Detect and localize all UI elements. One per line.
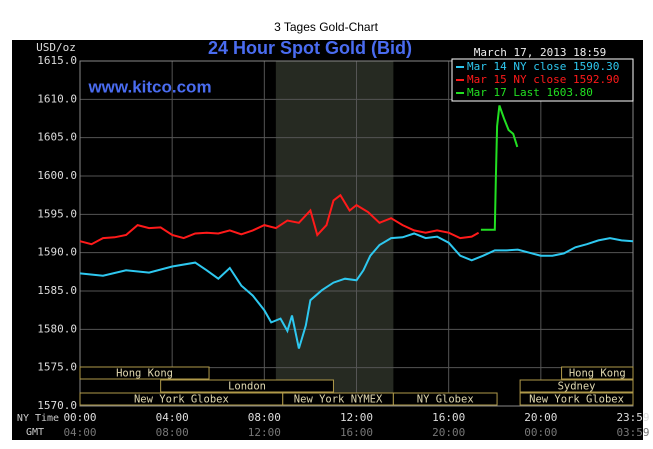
watermark: www.kitco.com (87, 77, 211, 96)
y-tick-label: 1600.0 (37, 169, 77, 182)
legend-box (451, 58, 634, 102)
session-label: NY Globex (417, 394, 474, 406)
x-tick-label: 12:00 (340, 411, 373, 424)
x-tick-label: 16:00 (432, 411, 465, 424)
y-tick-label: 1605.0 (37, 131, 77, 144)
session-bar (561, 366, 634, 380)
x2-tick-label: 00:00 (524, 426, 557, 439)
x-tick-label: 00:00 (63, 411, 96, 424)
y-tick-label: 1595.0 (37, 207, 77, 220)
x2-tick-label: 12:00 (248, 426, 281, 439)
x-tick-label: 23:59 (616, 411, 649, 424)
session-bar (160, 379, 334, 393)
session-label: Hong Kong (569, 368, 626, 380)
series-line (480, 105, 519, 231)
x-tick-label: 04:00 (156, 411, 189, 424)
y-tick-label: 1615.0 (37, 54, 77, 67)
x2-tick-label: 08:00 (156, 426, 189, 439)
series-line (79, 193, 480, 246)
timestamp: March 17, 2013 18:59 (474, 46, 606, 59)
session-label: New York Globex (529, 394, 624, 406)
session-label: Sydney (558, 381, 596, 393)
y-tick-label: 1575.0 (37, 361, 77, 374)
chart-title: 24 Hour Spot Gold (Bid) (208, 38, 412, 58)
legend-label: Mar 17 Last 1603.80 (467, 86, 593, 99)
session-label: New York NYMEX (294, 394, 383, 406)
y-tick-label: 1585.0 (37, 284, 77, 297)
x-tick-label: 20:00 (524, 411, 557, 424)
session-bar (519, 379, 634, 393)
x2-axis-label: GMT (26, 427, 44, 438)
x2-tick-label: 16:00 (340, 426, 373, 439)
x2-tick-label: 04:00 (63, 426, 96, 439)
x-tick-label: 08:00 (248, 411, 281, 424)
y-unit: USD/oz (36, 41, 76, 54)
session-label: New York Globex (134, 394, 229, 406)
y-tick-label: 1580.0 (37, 322, 77, 335)
session-bar (519, 392, 634, 406)
x2-tick-label: 20:00 (432, 426, 465, 439)
session-bar (392, 392, 498, 406)
x-axis-label: NY Time (17, 413, 59, 424)
session-label: Hong Kong (116, 368, 173, 380)
session-bar (79, 366, 210, 380)
x2-tick-label: 03:59 (616, 426, 649, 439)
y-tick-label: 1590.0 (37, 246, 77, 259)
session-label: London (228, 381, 266, 393)
highlight-band (275, 61, 394, 406)
y-tick-label: 1610.0 (37, 92, 77, 105)
legend-label: Mar 15 NY close 1592.90 (467, 73, 619, 86)
legend-label: Mar 14 NY close 1590.30 (467, 60, 619, 73)
y-tick-label: 1570.0 (37, 399, 77, 412)
page-title: 3 Tages Gold-Chart (274, 20, 379, 34)
series-line (79, 232, 634, 349)
plot-frame (79, 60, 634, 407)
